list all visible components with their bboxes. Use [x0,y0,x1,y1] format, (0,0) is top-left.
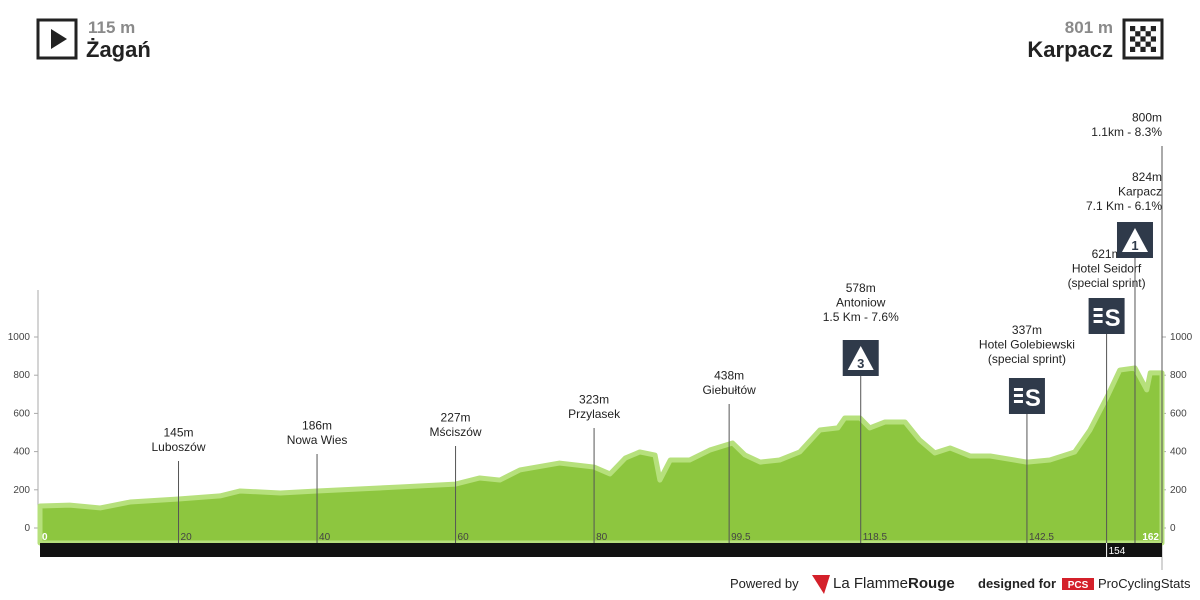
marker-label: 7.1 Km - 6.1% [1086,199,1162,213]
x-tick-label: 142.5 [1029,532,1054,543]
marker-label: 800m [1132,111,1162,125]
y-tick-label: 600 [1170,408,1187,419]
x-tick-label: 99.5 [731,532,751,543]
marker-label: Karpacz [1118,185,1162,199]
x-tick-label: 40 [319,532,331,543]
marker-label: Hotel Seidorf [1072,262,1142,276]
marker-label: Nowa Wies [287,433,348,447]
sprint-bar [1093,314,1103,317]
marker-label: Mściszów [430,425,482,439]
y-tick-label: 1000 [1170,332,1193,343]
x-tick-label: 118.5 [863,532,888,543]
y-tick-label: 0 [1170,523,1176,534]
checker-square [1140,36,1146,42]
x-tick-label: 162 [1142,532,1159,543]
marker-label: Giebułtów [702,383,756,397]
checker-square [1130,36,1136,42]
pcs-text: PCS [1068,580,1089,591]
checker-square [1135,41,1141,47]
marker-label: Antoniow [836,296,886,310]
distance-band [40,543,1162,557]
checker-square [1145,41,1151,47]
checker-square [1140,26,1146,32]
climb-category: 3 [857,356,864,371]
y-tick-label: 200 [1170,485,1187,496]
checker-square [1140,46,1146,52]
marker-label: 438m [714,369,744,383]
elevation-area [37,365,1165,546]
marker-label: 1.1km - 8.3% [1091,125,1162,139]
designed-for: designed for [978,576,1056,591]
plot: 0 0 200 200 400 400 600 600 800 800 1000 1000 0 20 40 6… [8,111,1193,570]
checker-square [1135,31,1141,37]
sprint-bar [1013,388,1023,391]
climb-category: 1 [1131,238,1138,253]
x-tick-label: 60 [458,532,470,543]
checker-square [1150,46,1156,52]
footer: Powered by La FlammeRouge designed for P… [730,575,1191,594]
start-elevation: 115 m [88,18,135,37]
marker-label: 621m [1092,247,1122,261]
y-tick-label: 800 [1170,370,1187,381]
start-arrow [51,29,67,49]
pcs-badge [1062,578,1094,590]
climb-triangle [1121,228,1148,252]
brand-b-text: Rouge [908,575,955,592]
finish-name: Karpacz [1027,37,1113,62]
sprint-letter: S [1105,305,1121,332]
x-tick-label: 0 [42,532,48,543]
finish-elevation: 801 m [1065,18,1113,37]
flamme-logo [812,575,830,594]
y-tick-label: 400 [13,447,30,458]
sprint-letter: S [1025,385,1041,412]
brand-a-text: La Flamme [833,575,908,592]
checker-square [1130,46,1136,52]
sprint-bar [1013,394,1023,397]
marker-label: 227m [441,411,471,425]
brand-a: La FlammeRouge [833,575,955,592]
y-tick-label: 400 [1170,447,1187,458]
checker-square [1130,26,1136,32]
marker-label: Luboszów [151,440,205,454]
sprint-bar [1093,320,1103,323]
y-tick-label: 600 [13,408,30,419]
marker-label: (special sprint) [988,352,1066,366]
finish-header: 801 m Karpacz [1027,18,1164,62]
marker-label: (special sprint) [1068,276,1146,290]
sprint-bar [1093,308,1103,311]
powered-by: Powered by [730,576,799,591]
marker-label: Hotel Golebiewski [979,338,1075,352]
checker-square [1150,26,1156,32]
y-tick-label: 1000 [8,332,31,343]
marker-label: 824m [1132,170,1162,184]
marker-label: 145m [164,426,194,440]
start-icon [36,18,78,60]
pcs-name: ProCyclingStats [1098,576,1191,591]
marker-label: 337m [1012,323,1042,337]
checker-square [1150,36,1156,42]
climb-triangle [847,346,874,370]
start-header: 115 m Żagań [36,18,151,62]
x-tick-label: 20 [181,532,193,543]
y-tick-label: 200 [13,485,30,496]
marker-label: 1.5 Km - 7.6% [823,310,899,324]
sprint-bar [1013,400,1023,403]
marker-label: 323m [579,393,609,407]
marker-label: 578m [846,281,876,295]
marker-label: 186m [302,419,332,433]
start-name: Żagań [86,37,151,62]
x-tick-label: 154 [1109,546,1126,557]
y-tick-label: 800 [13,370,30,381]
checker-flag [1130,26,1156,52]
x-tick-label: 80 [596,532,608,543]
y-tick-label: 0 [24,523,30,534]
marker-label: Przylasek [568,407,621,421]
checker-square [1145,31,1151,37]
